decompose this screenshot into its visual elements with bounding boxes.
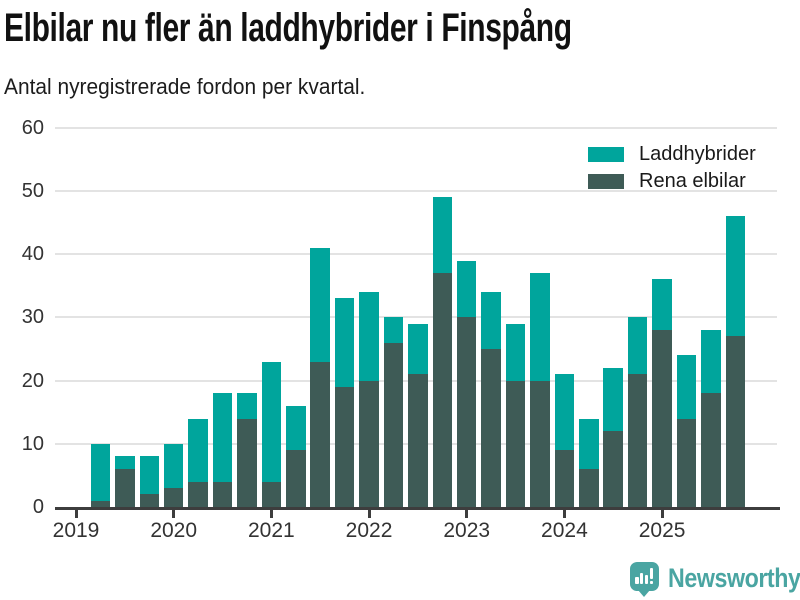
rena-elbilar-swatch-icon bbox=[588, 174, 624, 189]
bar-segment-rena-elbilar-2020-Q1 bbox=[163, 488, 184, 507]
logo-exclamation-dot-icon bbox=[649, 580, 654, 584]
bar-chart-speech-bubble-icon bbox=[630, 562, 659, 597]
bar-segment-laddhybrider-2022-Q4 bbox=[432, 197, 453, 274]
bar-segment-rena-elbilar-2021-Q2 bbox=[286, 450, 306, 507]
logo-exclamation-icon bbox=[649, 567, 654, 579]
logo-bar-icon bbox=[644, 575, 649, 584]
logo-bar-icon bbox=[635, 577, 639, 584]
y-tick-label: 40 bbox=[21, 243, 44, 266]
bar-segment-laddhybrider-2022-Q1 bbox=[359, 292, 379, 381]
bar-segment-rena-elbilar-2019-Q3 bbox=[115, 469, 135, 507]
bar-segment-rena-elbilar-2020-Q2 bbox=[188, 481, 208, 507]
bar-segment-laddhybrider-2024-Q2 bbox=[579, 418, 599, 470]
bar-segment-laddhybrider-2024-Q3 bbox=[603, 367, 623, 432]
bar-segment-laddhybrider-2023-Q2 bbox=[481, 292, 501, 349]
bar-segment-laddhybrider-2019-Q2 bbox=[90, 443, 111, 501]
bar-segment-rena-elbilar-2021-Q4 bbox=[334, 386, 355, 507]
bar-segment-laddhybrider-2023-Q4 bbox=[530, 273, 550, 381]
x-tick bbox=[172, 510, 176, 518]
x-tick-label: 2020 bbox=[150, 519, 198, 542]
bar-segment-laddhybrider-2025-Q4 bbox=[725, 216, 746, 337]
bar-segment-laddhybrider-2025-Q2 bbox=[676, 355, 697, 419]
x-tick-label: 2022 bbox=[345, 519, 393, 542]
y-tick-label: 10 bbox=[21, 432, 44, 455]
bar-segment-laddhybrider-2023-Q3 bbox=[505, 323, 526, 381]
logo-bar-icon bbox=[639, 573, 644, 584]
bar-segment-rena-elbilar-2022-Q3 bbox=[408, 374, 428, 507]
bar-segment-laddhybrider-2021-Q1 bbox=[261, 361, 282, 482]
bar-segment-rena-elbilar-2025-Q2 bbox=[676, 418, 697, 507]
x-tick-label: 2024 bbox=[541, 519, 588, 542]
bar-segment-laddhybrider-2022-Q2 bbox=[383, 317, 404, 343]
bar-segment-laddhybrider-2025-Q3 bbox=[701, 330, 721, 394]
bar-segment-rena-elbilar-2020-Q4 bbox=[237, 418, 257, 507]
bar-segment-laddhybrider-2021-Q3 bbox=[310, 247, 330, 362]
bar-segment-rena-elbilar-2024-Q3 bbox=[603, 431, 623, 507]
bar-segment-rena-elbilar-2020-Q3 bbox=[212, 481, 233, 507]
bar-segment-rena-elbilar-2025-Q1 bbox=[652, 330, 672, 507]
legend-label: Laddhybrider bbox=[639, 143, 756, 165]
x-tick bbox=[367, 510, 371, 518]
legend: Laddhybrider Rena elbilar bbox=[588, 141, 756, 195]
bar-segment-rena-elbilar-2022-Q4 bbox=[432, 273, 453, 507]
y-tick-label: 20 bbox=[21, 369, 44, 392]
y-tick-label: 30 bbox=[21, 306, 44, 329]
bar-segment-rena-elbilar-2024-Q4 bbox=[627, 374, 648, 507]
bar-segment-rena-elbilar-2023-Q4 bbox=[530, 380, 550, 507]
bar-segment-rena-elbilar-2022-Q2 bbox=[383, 342, 404, 507]
bar-segment-rena-elbilar-2019-Q2 bbox=[90, 500, 111, 507]
chart-subtitle: Antal nyregistrerade fordon per kvartal. bbox=[4, 74, 366, 99]
bar-segment-laddhybrider-2020-Q2 bbox=[188, 418, 208, 482]
x-tick-label: 2025 bbox=[638, 519, 686, 542]
x-tick-label: 2023 bbox=[443, 519, 491, 542]
y-tick-label: 60 bbox=[21, 116, 44, 139]
bar-segment-laddhybrider-2024-Q1 bbox=[554, 374, 575, 451]
legend-item-rena-elbilar: Rena elbilar bbox=[588, 168, 756, 195]
bar-segment-rena-elbilar-2021-Q1 bbox=[261, 481, 282, 507]
bar-segment-laddhybrider-2020-Q1 bbox=[163, 443, 184, 489]
bar-segment-laddhybrider-2021-Q4 bbox=[334, 298, 355, 387]
bar-segment-laddhybrider-2020-Q3 bbox=[212, 393, 233, 482]
x-tick bbox=[269, 510, 273, 518]
bar-segment-rena-elbilar-2021-Q3 bbox=[310, 361, 330, 507]
chart-title: Elbilar nu fler än laddhybrider i Finspå… bbox=[4, 6, 572, 50]
x-axis-line bbox=[55, 507, 780, 510]
x-tick bbox=[465, 510, 469, 518]
bar-segment-laddhybrider-2021-Q2 bbox=[286, 405, 306, 451]
y-gridline bbox=[55, 126, 777, 129]
newsworthy-brand: Newsworthy bbox=[630, 562, 800, 597]
bar-segment-laddhybrider-2020-Q4 bbox=[237, 393, 257, 419]
y-tick-label: 50 bbox=[21, 180, 44, 202]
y-gridline bbox=[55, 316, 777, 319]
bar-segment-rena-elbilar-2022-Q1 bbox=[359, 380, 379, 507]
x-tick-label: 2021 bbox=[248, 519, 295, 542]
legend-label: Rena elbilar bbox=[639, 170, 746, 192]
y-tick-label: 0 bbox=[32, 496, 44, 518]
bar-segment-rena-elbilar-2023-Q1 bbox=[456, 317, 477, 507]
bar-segment-rena-elbilar-2023-Q2 bbox=[481, 349, 501, 507]
x-tick bbox=[660, 510, 664, 518]
bar-segment-laddhybrider-2025-Q1 bbox=[652, 279, 672, 331]
bar-segment-rena-elbilar-2024-Q1 bbox=[554, 450, 575, 507]
bar-segment-laddhybrider-2019-Q3 bbox=[115, 456, 135, 470]
bar-segment-rena-elbilar-2024-Q2 bbox=[579, 469, 599, 507]
bar-segment-rena-elbilar-2023-Q3 bbox=[505, 380, 526, 507]
bar-segment-laddhybrider-2019-Q4 bbox=[139, 456, 159, 495]
x-tick-label: 2019 bbox=[52, 519, 100, 542]
brand-name: Newsworthy bbox=[668, 563, 800, 593]
bar-segment-laddhybrider-2022-Q3 bbox=[408, 323, 428, 375]
bar-segment-rena-elbilar-2019-Q4 bbox=[139, 494, 159, 507]
legend-item-laddhybrider: Laddhybrider bbox=[588, 141, 756, 168]
bar-segment-rena-elbilar-2025-Q3 bbox=[701, 393, 721, 507]
laddhybrider-swatch-icon bbox=[588, 147, 624, 162]
x-tick bbox=[74, 510, 78, 518]
bar-segment-laddhybrider-2024-Q4 bbox=[627, 317, 648, 375]
y-gridline bbox=[55, 253, 777, 256]
x-tick bbox=[562, 510, 566, 518]
y-gridline bbox=[55, 190, 777, 192]
bar-segment-rena-elbilar-2025-Q4 bbox=[725, 336, 746, 507]
bar-segment-laddhybrider-2023-Q1 bbox=[456, 260, 477, 318]
